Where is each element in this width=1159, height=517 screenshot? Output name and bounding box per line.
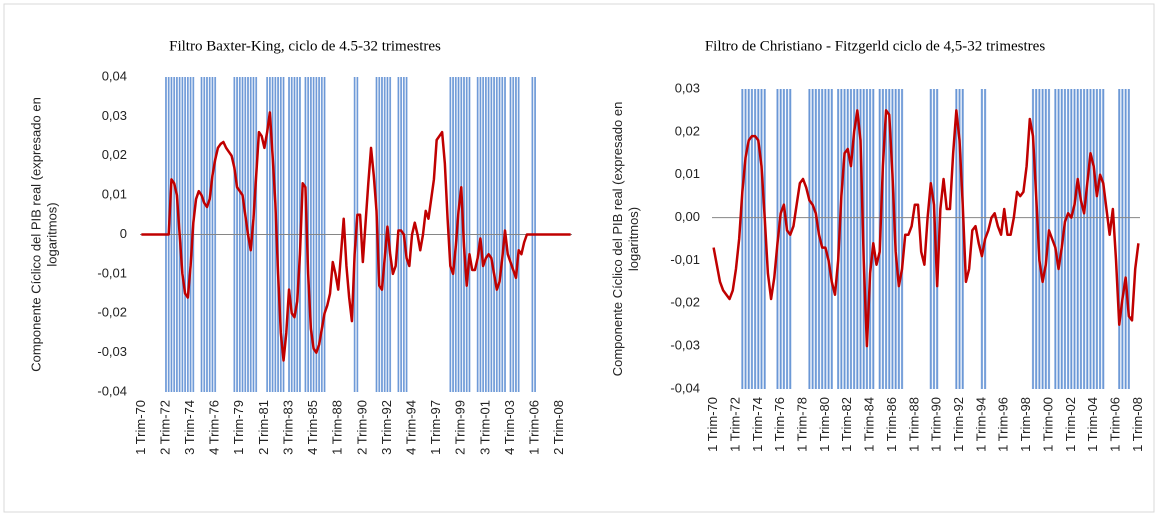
y-tick-label: 0,02	[102, 147, 127, 162]
x-tick-label: 4 Trim-76	[207, 400, 222, 455]
x-tick-label: 4 Trim-03	[502, 400, 517, 455]
chart-title: Filtro Baxter-King, ciclo de 4.5-32 trim…	[169, 38, 441, 54]
y-tick-label: 0,01	[675, 166, 700, 181]
y-axis-title: Componente Cíclico del PIB real (expresa…	[610, 101, 641, 377]
x-tick-label: 1 Trim-78	[794, 397, 809, 452]
x-tick-label: 1 Trim-92	[951, 397, 966, 452]
y-tick-label: 0,04	[102, 68, 127, 83]
shaded-period	[1117, 89, 1131, 389]
y-tick-label: -0,02	[97, 305, 127, 320]
x-tick-label: 3 Trim-01	[477, 400, 492, 455]
shaded-period	[740, 89, 767, 389]
x-tick-label: 1 Trim-00	[1040, 397, 1055, 452]
x-tick-label: 1 Trim-70	[133, 400, 148, 455]
x-tick-label: 4 Trim-85	[305, 400, 320, 455]
y-axis-title-box: Componente Cíclico del PIB real (expresa…	[28, 97, 59, 372]
x-tick-label: 1 Trim-74	[750, 397, 765, 452]
x-tick-label: 1 Trim-97	[428, 400, 443, 455]
shaded-period	[954, 89, 965, 389]
x-tick-label: 1 Trim-88	[330, 400, 345, 455]
x-tick-label: 1 Trim-72	[727, 397, 742, 452]
shaded-period	[929, 89, 939, 389]
y-tick-label: -0,03	[670, 338, 700, 353]
y-tick-label: -0,03	[97, 344, 127, 359]
x-tick-label: 1 Trim-04	[1085, 397, 1100, 452]
y-tick-label: 0,01	[102, 187, 127, 202]
x-tick-label: 1 Trim-98	[1018, 397, 1033, 452]
x-tick-label: 1 Trim-06	[527, 400, 542, 455]
y-axis-title: Componente Cíclico del PIB real (expresa…	[28, 97, 59, 372]
x-tick-label: 1 Trim-88	[906, 397, 921, 452]
x-tick-label: 1 Trim-79	[231, 400, 246, 455]
x-tick-label: 1 Trim-82	[839, 397, 854, 452]
shaded-period	[1053, 89, 1067, 389]
y-tick-label: 0,02	[675, 123, 700, 138]
y-tick-label: -0,04	[97, 383, 127, 398]
x-tick-label: 1 Trim-70	[705, 397, 720, 452]
x-tick-label: 1 Trim-84	[862, 397, 877, 452]
x-tick-label: 1 Trim-90	[929, 397, 944, 452]
y-tick-label: 0,03	[102, 108, 127, 123]
shaded-period	[836, 89, 853, 389]
data-line	[712, 109, 1140, 348]
x-tick-label: 1 Trim-08	[1130, 397, 1145, 452]
y-tick-label: -0,04	[670, 380, 700, 395]
y-tick-label: -0,02	[670, 295, 700, 310]
y-tick-label: 0,00	[675, 209, 700, 224]
x-tick-label: 3 Trim-74	[182, 400, 197, 455]
x-tick-label: 1 Trim-96	[996, 397, 1011, 452]
shaded-period	[1092, 89, 1105, 389]
shaded-period	[1082, 89, 1093, 389]
x-tick-label: 1 Trim-80	[817, 397, 832, 452]
x-tick-label: 1 Trim-02	[1063, 397, 1078, 452]
x-tick-label: 4 Trim-94	[403, 400, 418, 455]
shaded-period	[1066, 89, 1083, 389]
shaded-period	[980, 89, 987, 389]
x-tick-label: 2 Trim-99	[453, 400, 468, 455]
x-tick-label: 1 Trim-86	[884, 397, 899, 452]
y-axis-title-box: Componente Cíclico del PIB real (expresa…	[610, 101, 641, 377]
x-tick-label: 1 Trim-06	[1107, 397, 1122, 452]
y-tick-label: -0,01	[97, 265, 127, 280]
y-tick-label: 0,03	[675, 80, 700, 95]
x-tick-label: 3 Trim-92	[379, 400, 394, 455]
x-tick-label: 2 Trim-08	[551, 400, 566, 455]
x-tick-label: 2 Trim-72	[157, 400, 172, 455]
shaded-period	[775, 89, 792, 389]
x-tick-label: 2 Trim-90	[354, 400, 369, 455]
x-tick-label: 2 Trim-81	[256, 400, 271, 455]
x-tick-label: 1 Trim-76	[772, 397, 787, 452]
y-tick-label: 0	[120, 226, 127, 241]
chart-title: Filtro de Christiano - Fitzgerld ciclo d…	[705, 38, 1046, 54]
y-tick-label: -0,01	[670, 252, 700, 267]
data-line	[141, 111, 571, 362]
x-tick-label: 3 Trim-83	[280, 400, 295, 455]
shaded-period	[1031, 89, 1051, 389]
x-tick-label: 1 Trim-94	[973, 397, 988, 452]
